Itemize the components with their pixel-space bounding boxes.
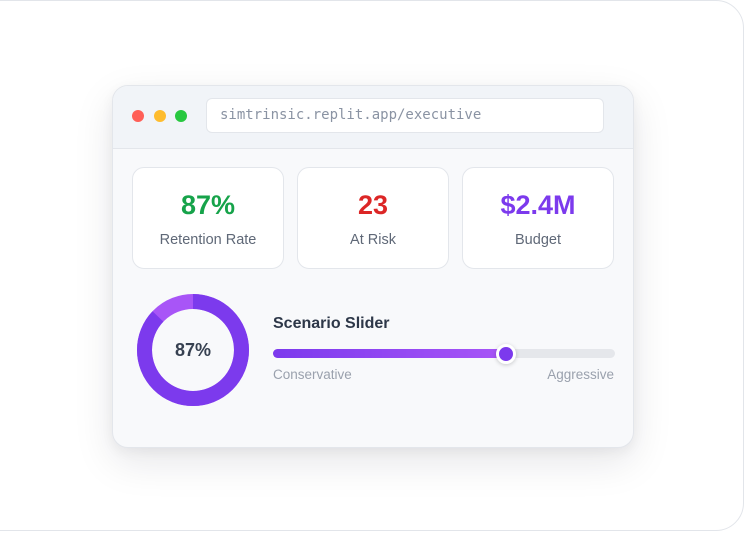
metric-label: Budget [515, 232, 561, 248]
retention-donut-chart [137, 294, 249, 406]
slider-min-label: Conservative [273, 367, 352, 382]
address-bar[interactable]: simtrinsic.replit.app/executive [206, 98, 604, 133]
browser-titlebar: simtrinsic.replit.app/executive [113, 86, 633, 149]
close-window-icon[interactable] [132, 110, 144, 122]
metric-label: At Risk [350, 232, 396, 248]
metric-card-budget: $2.4M Budget [462, 167, 614, 269]
slider-title: Scenario Slider [273, 315, 390, 332]
browser-window: simtrinsic.replit.app/executive 87% Rete… [112, 85, 634, 448]
metric-card-retention: 87% Retention Rate [132, 167, 284, 269]
scenario-slider[interactable] [273, 344, 615, 364]
metric-value: 23 [357, 190, 389, 220]
metric-value: $2.4M [500, 190, 576, 220]
maximize-window-icon[interactable] [175, 110, 187, 122]
metric-card-at-risk: 23 At Risk [297, 167, 449, 269]
slider-thumb[interactable] [495, 344, 516, 364]
slider-fill [273, 349, 506, 358]
slider-max-label: Aggressive [547, 367, 614, 382]
donut-percentage: 87% [174, 340, 212, 360]
metric-value: 87% [180, 190, 236, 220]
minimize-window-icon[interactable] [154, 110, 166, 122]
metric-label: Retention Rate [159, 232, 257, 248]
metric-cards: 87% Retention Rate 23 At Risk $2.4M Budg… [132, 167, 614, 269]
